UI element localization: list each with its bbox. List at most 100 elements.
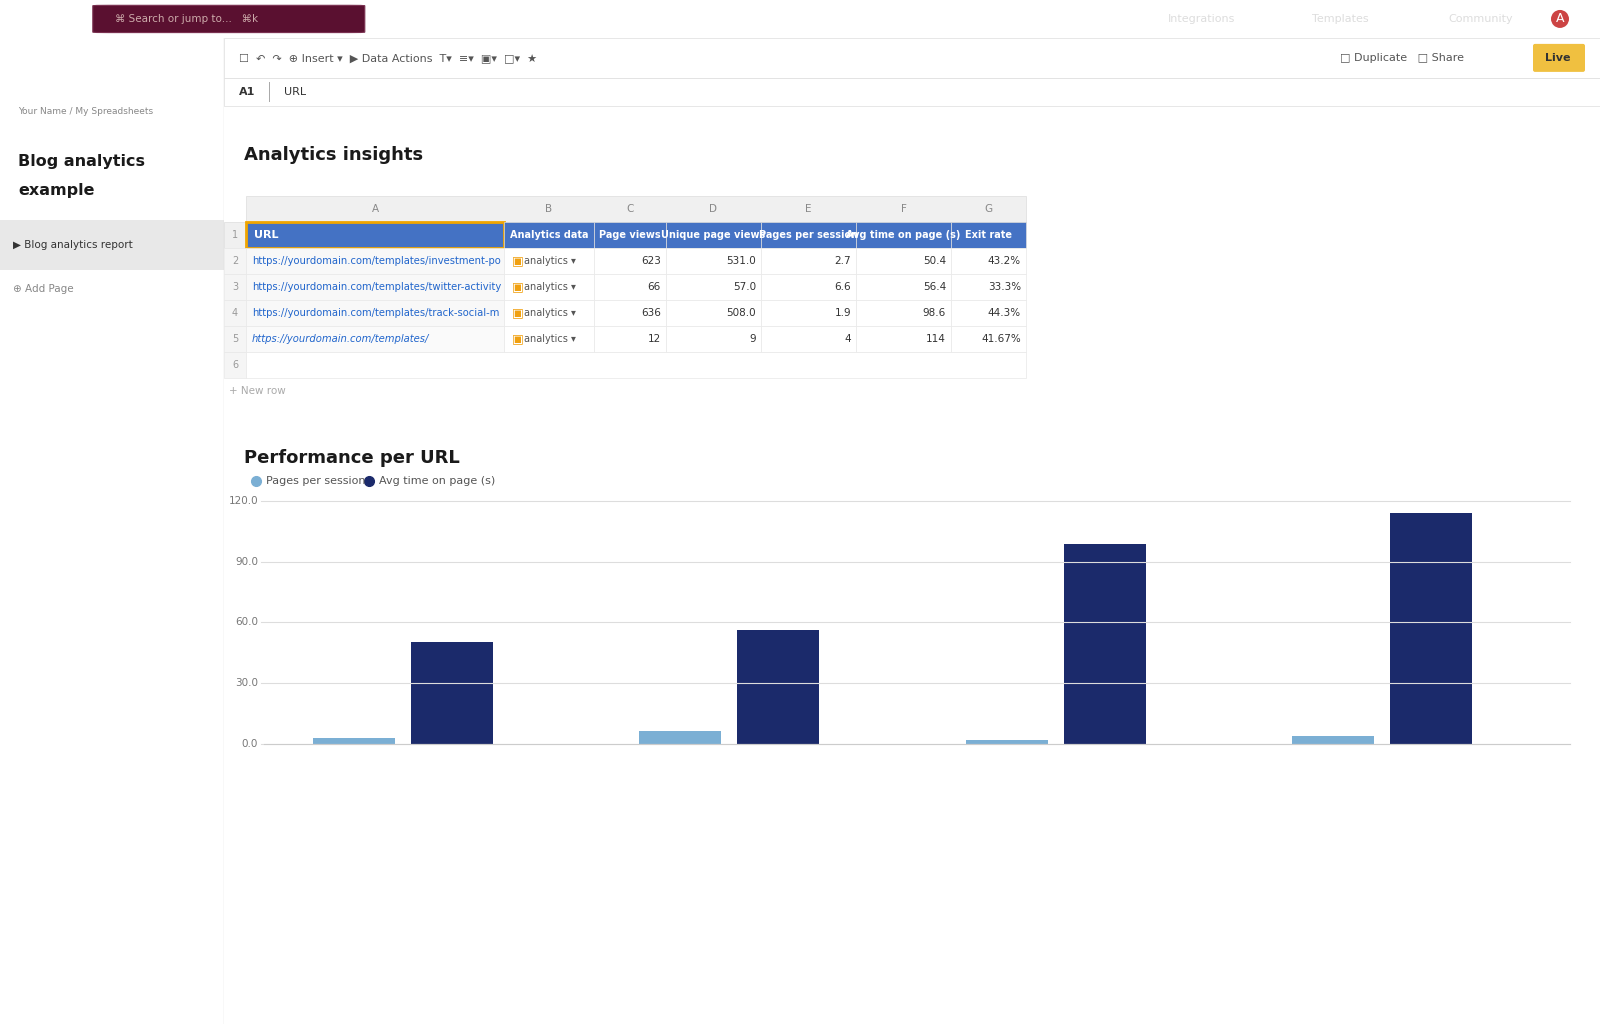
Bar bbox=[950, 326, 1026, 352]
Text: A: A bbox=[1555, 12, 1565, 26]
Text: https://yourdomain.com/templates/: https://yourdomain.com/templates/ bbox=[253, 334, 429, 344]
Text: 636: 636 bbox=[642, 308, 661, 317]
Bar bbox=[224, 248, 246, 273]
Bar bbox=[666, 273, 762, 300]
Text: 1.9: 1.9 bbox=[834, 308, 851, 317]
Text: analytics ▾: analytics ▾ bbox=[525, 282, 576, 292]
Text: Your Name / My Spreadsheets: Your Name / My Spreadsheets bbox=[18, 108, 154, 117]
Bar bbox=[856, 326, 950, 352]
Bar bbox=[0, 220, 224, 269]
Bar bbox=[224, 326, 246, 352]
Text: + New row: + New row bbox=[229, 386, 286, 396]
Text: Page views: Page views bbox=[598, 230, 661, 240]
Bar bbox=[666, 222, 762, 248]
Text: A: A bbox=[371, 204, 379, 214]
Text: 60.0: 60.0 bbox=[235, 617, 258, 628]
Text: 4: 4 bbox=[845, 334, 851, 344]
Text: □ Duplicate   □ Share: □ Duplicate □ Share bbox=[1341, 53, 1464, 62]
Bar bbox=[762, 222, 856, 248]
Text: Rows: Rows bbox=[29, 9, 86, 29]
Text: 2: 2 bbox=[232, 256, 238, 266]
Text: ☐  ↶  ↷  ⊕ Insert ▾  ▶ Data Actions  T▾  ≡▾  ▣▾  □▾  ★: ☐ ↶ ↷ ⊕ Insert ▾ ▶ Data Actions T▾ ≡▾ ▣▾… bbox=[238, 53, 538, 62]
Text: ⊕ Add Page: ⊕ Add Page bbox=[13, 285, 74, 294]
FancyBboxPatch shape bbox=[93, 5, 365, 33]
Bar bbox=[762, 248, 856, 273]
Text: ▣: ▣ bbox=[512, 281, 523, 294]
Bar bbox=[1390, 513, 1472, 743]
Text: 6: 6 bbox=[232, 359, 238, 370]
Text: Performance per URL: Performance per URL bbox=[245, 449, 459, 467]
Text: 41.67%: 41.67% bbox=[981, 334, 1021, 344]
Text: analytics ▾: analytics ▾ bbox=[525, 334, 576, 344]
Text: 6.6: 6.6 bbox=[834, 282, 851, 292]
Text: 4: 4 bbox=[232, 308, 238, 317]
Text: E: E bbox=[805, 204, 811, 214]
Bar bbox=[246, 352, 1026, 378]
Bar bbox=[504, 273, 594, 300]
Text: ▶ Blog analytics report: ▶ Blog analytics report bbox=[13, 240, 133, 250]
Text: Analytics insights: Analytics insights bbox=[245, 145, 422, 164]
Text: C: C bbox=[626, 204, 634, 214]
Text: 90.0: 90.0 bbox=[235, 557, 258, 566]
Text: Avg time on page (s): Avg time on page (s) bbox=[846, 230, 960, 240]
Bar bbox=[246, 222, 504, 248]
Bar bbox=[246, 300, 504, 326]
Bar bbox=[950, 248, 1026, 273]
Bar bbox=[1293, 736, 1374, 743]
Bar bbox=[246, 196, 1026, 222]
Bar bbox=[224, 222, 246, 248]
Text: 114: 114 bbox=[926, 334, 946, 344]
Text: Pages per session: Pages per session bbox=[266, 476, 365, 486]
Bar bbox=[856, 300, 950, 326]
Bar bbox=[224, 38, 1600, 78]
Text: 50.4: 50.4 bbox=[923, 256, 946, 266]
Bar bbox=[504, 326, 594, 352]
Bar bbox=[640, 730, 722, 743]
Bar bbox=[224, 352, 246, 378]
Bar bbox=[666, 300, 762, 326]
Bar bbox=[224, 273, 246, 300]
Bar bbox=[856, 222, 950, 248]
Text: URL: URL bbox=[285, 87, 306, 97]
Bar bbox=[504, 248, 594, 273]
Text: G: G bbox=[984, 204, 992, 214]
Text: ▣: ▣ bbox=[512, 333, 523, 345]
Text: analytics ▾: analytics ▾ bbox=[525, 256, 576, 266]
Text: 2.7: 2.7 bbox=[834, 256, 851, 266]
Bar bbox=[246, 248, 504, 273]
Text: 1: 1 bbox=[232, 230, 238, 240]
Text: 3: 3 bbox=[232, 282, 238, 292]
Bar bbox=[314, 738, 395, 743]
Text: example: example bbox=[18, 183, 94, 199]
Text: Exit rate: Exit rate bbox=[965, 230, 1013, 240]
Bar bbox=[666, 248, 762, 273]
Bar bbox=[246, 326, 504, 352]
Bar bbox=[594, 248, 666, 273]
Text: Analytics data: Analytics data bbox=[510, 230, 589, 240]
Text: D: D bbox=[709, 204, 717, 214]
Bar bbox=[594, 273, 666, 300]
Bar bbox=[762, 326, 856, 352]
Bar bbox=[411, 642, 493, 743]
Bar bbox=[246, 273, 504, 300]
Text: ▣: ▣ bbox=[512, 254, 523, 267]
Bar bbox=[224, 300, 246, 326]
Text: https://yourdomain.com/templates/investment-po: https://yourdomain.com/templates/investm… bbox=[253, 256, 501, 266]
Text: 66: 66 bbox=[648, 282, 661, 292]
Text: https://yourdomain.com/templates/track-social-m: https://yourdomain.com/templates/track-s… bbox=[253, 308, 499, 317]
Text: Pages per session: Pages per session bbox=[758, 230, 858, 240]
Text: 0.0: 0.0 bbox=[242, 739, 258, 749]
Text: B: B bbox=[546, 204, 552, 214]
Text: 9: 9 bbox=[749, 334, 757, 344]
Bar bbox=[594, 326, 666, 352]
Bar bbox=[1064, 544, 1146, 743]
Text: 33.3%: 33.3% bbox=[987, 282, 1021, 292]
Bar bbox=[666, 326, 762, 352]
Text: 56.4: 56.4 bbox=[923, 282, 946, 292]
Text: 30.0: 30.0 bbox=[235, 678, 258, 688]
Text: Live: Live bbox=[1546, 53, 1571, 62]
Bar bbox=[224, 78, 1600, 105]
Bar bbox=[762, 300, 856, 326]
Text: 531.0: 531.0 bbox=[726, 256, 757, 266]
FancyBboxPatch shape bbox=[1533, 44, 1586, 72]
